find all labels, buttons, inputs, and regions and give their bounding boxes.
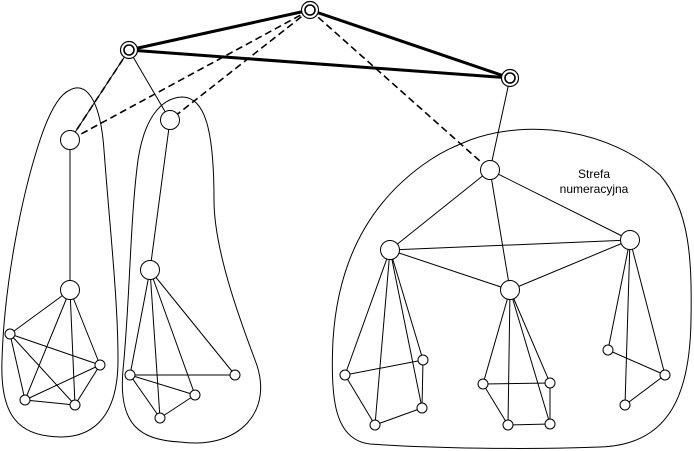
link — [149, 269, 161, 419]
link — [9, 333, 26, 401]
node-large — [60, 280, 80, 300]
core-node-right — [500, 68, 520, 88]
dashed-link — [169, 9, 311, 121]
node-large — [140, 260, 160, 280]
link — [507, 289, 511, 426]
node-small — [94, 359, 106, 371]
link — [629, 239, 666, 376]
link — [9, 333, 76, 406]
link — [389, 249, 511, 291]
link — [69, 289, 101, 366]
node-large — [620, 230, 640, 250]
link — [509, 289, 551, 425]
link — [129, 374, 196, 396]
node-small — [369, 419, 381, 431]
dashed-links — [69, 9, 491, 171]
core-link-left-right — [128, 48, 511, 80]
dashed-link — [69, 9, 311, 141]
solid-links — [9, 49, 666, 426]
zone-outline-numbering — [331, 128, 692, 449]
node-small — [544, 377, 556, 389]
link — [149, 269, 236, 376]
node-large — [160, 110, 180, 130]
link — [129, 374, 161, 419]
link — [149, 269, 196, 396]
link — [149, 119, 171, 271]
link — [607, 349, 666, 376]
link — [489, 77, 511, 171]
node-large — [480, 160, 500, 180]
link — [507, 423, 551, 426]
link — [74, 364, 101, 406]
node-small — [154, 412, 166, 424]
large-nodes — [60, 110, 640, 300]
link — [482, 383, 509, 426]
node-small — [602, 344, 614, 356]
link — [9, 289, 71, 335]
node-small — [189, 389, 201, 401]
link — [489, 169, 631, 241]
link — [624, 374, 666, 406]
node-small — [619, 399, 631, 411]
node-small — [69, 399, 81, 411]
link — [9, 333, 101, 366]
link — [344, 374, 376, 426]
core-link-top-left — [128, 8, 311, 52]
node-small — [659, 369, 671, 381]
zone-outline-middle — [121, 96, 261, 444]
core-links — [128, 8, 511, 80]
node-small — [19, 394, 31, 406]
node-large — [60, 130, 80, 150]
node-small — [4, 328, 16, 340]
node-small — [124, 369, 136, 381]
node-small — [544, 418, 556, 430]
link — [69, 289, 76, 406]
link — [24, 399, 76, 406]
node-small — [229, 369, 241, 381]
node-large — [380, 240, 400, 260]
link — [128, 49, 171, 121]
node-large — [500, 280, 520, 300]
node-small — [502, 419, 514, 431]
link — [374, 249, 391, 426]
link — [509, 289, 551, 384]
link — [344, 359, 424, 376]
node-small — [416, 402, 428, 414]
zone-outlines — [1, 87, 692, 449]
core-link-top-right — [309, 8, 511, 80]
link — [389, 239, 631, 251]
link — [389, 249, 424, 361]
link — [69, 49, 130, 141]
link — [607, 239, 631, 351]
core-node-top — [300, 0, 320, 20]
link — [24, 289, 71, 401]
link — [389, 169, 491, 251]
node-small — [477, 378, 489, 390]
node-small — [417, 354, 429, 366]
zone-label-line2: numeracyjna — [560, 182, 629, 196]
link — [624, 239, 631, 406]
link — [482, 382, 551, 385]
dashed-link — [309, 9, 491, 171]
link — [482, 289, 511, 385]
link — [129, 269, 151, 376]
link — [389, 249, 423, 409]
zone-outline-left — [1, 87, 119, 438]
core-nodes — [119, 0, 520, 88]
link — [421, 359, 424, 409]
link — [489, 169, 511, 291]
link — [509, 239, 631, 291]
small-nodes — [4, 328, 671, 431]
core-node-left — [119, 40, 139, 60]
link — [159, 394, 196, 419]
zone-label-line1: Strefa — [578, 167, 610, 181]
node-small — [339, 369, 351, 381]
link — [374, 407, 423, 426]
link — [344, 249, 391, 376]
link — [24, 364, 101, 401]
